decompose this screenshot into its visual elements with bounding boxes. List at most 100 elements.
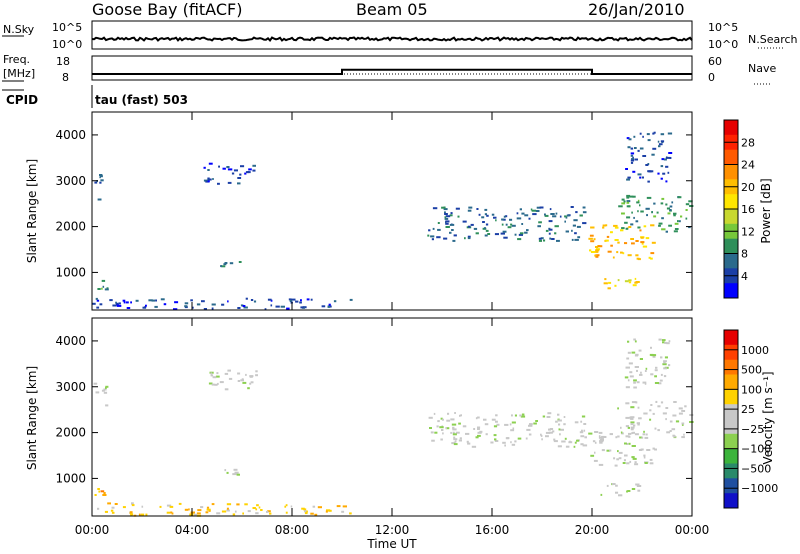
- data-cell: [645, 164, 649, 166]
- data-cell: [530, 208, 533, 211]
- data-cell: [514, 440, 517, 443]
- data-cell: [630, 416, 635, 419]
- data-cell: [516, 212, 519, 215]
- data-cell: [650, 354, 655, 357]
- data-cell: [548, 232, 551, 235]
- data-cell: [525, 437, 528, 440]
- data-cell: [122, 299, 126, 302]
- data-cell: [96, 306, 100, 309]
- y-tick-label: 3000: [55, 174, 86, 188]
- data-cell: [595, 250, 599, 253]
- data-cell: [579, 214, 583, 217]
- data-cell: [96, 299, 100, 302]
- data-cell: [606, 449, 611, 452]
- data-cell: [452, 426, 455, 429]
- frequency-panel: Freq. [MHz] 18 8 60 0 Nave: [2, 53, 776, 85]
- data-cell: [217, 182, 220, 185]
- data-cell: [640, 241, 645, 244]
- data-cell: [439, 426, 444, 429]
- data-cell: [428, 229, 431, 232]
- data-cell: [590, 454, 595, 457]
- data-cell: [223, 263, 227, 266]
- data-cell: [639, 373, 643, 376]
- data-cell: [466, 440, 469, 443]
- data-cell: [258, 506, 261, 509]
- data-cell: [620, 426, 622, 429]
- data-cell: [665, 180, 668, 183]
- colorbar-segment: [724, 344, 738, 361]
- data-cell: [650, 346, 652, 349]
- data-cell: [477, 428, 480, 430]
- data-region: [617, 400, 694, 439]
- freq-label: Freq.: [3, 53, 30, 66]
- data-region: [603, 277, 640, 290]
- data-cell: [642, 433, 646, 436]
- data-cell: [648, 170, 652, 173]
- data-cell: [644, 370, 647, 372]
- data-cell: [125, 301, 129, 304]
- data-cell: [504, 444, 506, 447]
- data-cell: [632, 457, 637, 460]
- data-cell: [654, 369, 658, 372]
- data-cell: [645, 207, 650, 210]
- data-cell: [210, 372, 213, 375]
- data-cell: [575, 211, 578, 214]
- data-cell: [658, 143, 663, 146]
- data-cell: [643, 454, 646, 457]
- data-cell: [103, 492, 106, 494]
- data-region: [600, 483, 642, 497]
- data-cell: [614, 284, 617, 287]
- data-cell: [601, 449, 605, 452]
- data-cell: [210, 374, 214, 377]
- data-cell: [116, 304, 122, 307]
- data-cell: [326, 509, 331, 512]
- data-cell: [625, 227, 629, 230]
- data-cell: [328, 303, 331, 306]
- data-cell: [554, 232, 557, 235]
- colorbar-tick-label: 1000: [741, 344, 769, 357]
- data-cell: [444, 211, 446, 214]
- data-cell: [100, 179, 104, 182]
- data-cell: [233, 169, 238, 172]
- data-cell: [548, 228, 553, 231]
- data-cell: [643, 225, 647, 228]
- colorbar-segment: [724, 478, 738, 494]
- colorbar-segment: [724, 330, 738, 346]
- data-cell: [652, 132, 655, 135]
- data-cell: [226, 509, 230, 512]
- data-cell: [661, 158, 665, 161]
- data-cell: [675, 420, 680, 423]
- data-cell: [631, 401, 637, 404]
- data-cell: [618, 205, 623, 208]
- data-cell: [639, 176, 642, 179]
- data-cell: [166, 504, 172, 507]
- nave-tick-top: 60: [708, 55, 722, 68]
- data-cell: [519, 208, 522, 211]
- y-tick-label: 1000: [55, 471, 86, 485]
- data-cell: [628, 362, 633, 365]
- data-cell: [540, 433, 542, 436]
- data-region: [625, 131, 673, 183]
- nave-tick-bottom: 0: [708, 71, 715, 84]
- data-cell: [227, 181, 232, 184]
- data-cell: [678, 220, 681, 223]
- data-cell: [583, 423, 587, 425]
- data-cell: [105, 404, 109, 407]
- data-cell: [668, 364, 671, 367]
- data-cell: [208, 162, 213, 165]
- data-cell: [544, 214, 549, 217]
- data-cell: [206, 506, 210, 509]
- colorbar-segment: [724, 149, 738, 165]
- data-cell: [548, 428, 552, 431]
- data-cell: [649, 462, 654, 465]
- data-cell: [216, 512, 221, 515]
- data-cell: [100, 175, 103, 178]
- data-cell: [602, 226, 605, 229]
- data-cell: [520, 415, 526, 418]
- data-cell: [505, 437, 509, 440]
- data-cell: [477, 416, 480, 419]
- data-cell: [621, 202, 626, 205]
- data-cell: [507, 226, 512, 229]
- data-cell: [243, 306, 248, 309]
- data-cell: [607, 250, 612, 253]
